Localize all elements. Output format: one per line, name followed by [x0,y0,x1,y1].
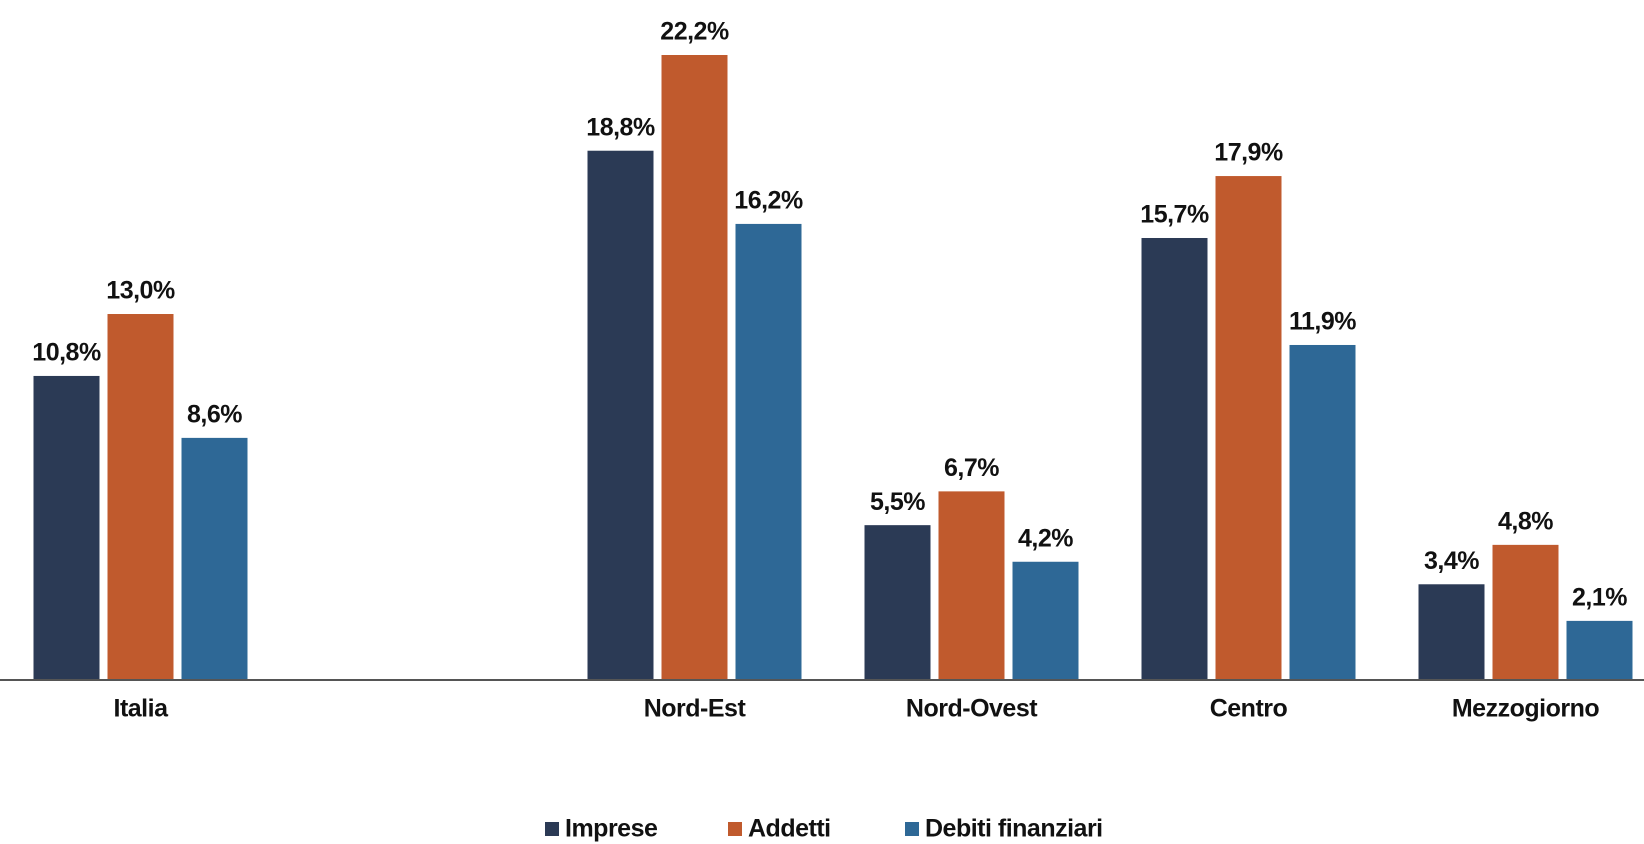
bar [1289,344,1356,680]
bar [1141,237,1208,681]
value-label: 10,8% [32,339,101,367]
bar [33,375,100,680]
bar [661,55,728,680]
bar [1215,176,1282,680]
bar [587,150,654,681]
value-label: 18,8% [586,113,655,141]
value-label: 17,9% [1214,139,1283,167]
value-label: 8,6% [187,400,242,428]
x-tick-label: Centro [1210,695,1288,723]
value-label: 6,7% [944,454,999,482]
value-label: 15,7% [1140,201,1209,229]
value-label: 5,5% [870,488,925,516]
bar [1566,620,1633,680]
legend-swatch [905,822,919,836]
legend-label: Addetti [748,815,831,843]
value-label: 3,4% [1424,547,1479,575]
x-tick-label: Mezzogiorno [1452,695,1599,723]
x-tick-label: Nord-Est [644,695,747,723]
x-tick-label: Nord-Ovest [906,695,1038,723]
value-label: 13,0% [106,277,175,305]
bar [1012,561,1079,680]
value-label: 4,2% [1018,524,1073,552]
bar [107,314,174,680]
value-label: 16,2% [734,187,803,215]
x-tick-label: Italia [114,695,170,723]
bar [735,223,802,680]
bar [864,525,931,680]
legend-swatch [728,822,742,836]
bar [181,437,248,680]
legend-swatch [545,822,559,836]
bar [938,491,1005,680]
legend-label: Imprese [565,815,658,843]
value-label: 11,9% [1289,308,1356,336]
value-label: 22,2% [660,18,729,46]
legend-label: Debiti finanziari [925,815,1103,843]
bar [1418,584,1485,680]
value-label: 4,8% [1498,507,1553,535]
value-label: 2,1% [1572,583,1627,611]
bar [1492,544,1559,680]
